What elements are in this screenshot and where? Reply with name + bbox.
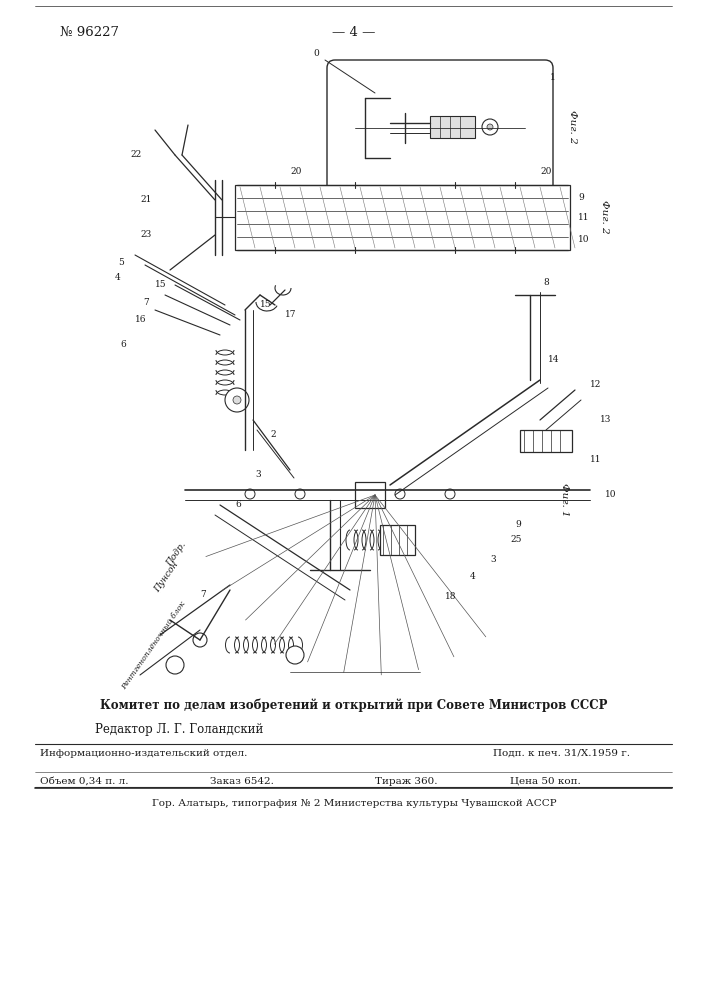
Text: 7: 7	[143, 298, 148, 307]
Text: 6: 6	[235, 500, 241, 509]
Circle shape	[225, 388, 249, 412]
Text: 1: 1	[550, 73, 556, 82]
Text: 9: 9	[578, 193, 584, 202]
Circle shape	[166, 656, 184, 674]
Text: 15: 15	[260, 300, 271, 309]
Text: 7: 7	[200, 590, 206, 599]
Circle shape	[395, 489, 405, 499]
Text: 25: 25	[510, 535, 522, 544]
Text: 4: 4	[115, 273, 121, 282]
Bar	[520, 430, 572, 452]
Text: Подп. к печ. 31/X.1959 г.: Подп. к печ. 31/X.1959 г.	[493, 748, 630, 758]
Bar	[430, 116, 475, 138]
Text: 4: 4	[470, 572, 476, 581]
Text: Фиг. 2: Фиг. 2	[568, 110, 578, 144]
Circle shape	[482, 119, 498, 135]
Text: Редактор Л. Г. Голандский: Редактор Л. Г. Голандский	[95, 724, 264, 736]
Text: 10: 10	[578, 235, 590, 244]
Text: Объем 0,34 п. л.: Объем 0,34 п. л.	[40, 776, 129, 786]
FancyBboxPatch shape	[327, 60, 553, 194]
Text: Фиг. 2: Фиг. 2	[600, 200, 609, 234]
Circle shape	[295, 489, 305, 499]
Text: 15: 15	[155, 280, 167, 289]
Text: 0: 0	[313, 49, 319, 58]
Text: 13: 13	[600, 415, 612, 424]
Text: 21: 21	[140, 195, 151, 204]
Text: Цена 50 коп.: Цена 50 коп.	[510, 776, 580, 786]
Text: № 96227: № 96227	[60, 25, 119, 38]
Text: — 4 —: — 4 —	[332, 25, 375, 38]
Text: Заказ 6542.: Заказ 6542.	[210, 776, 274, 786]
Text: Гор. Алатырь, типография № 2 Министерства культуры Чувашской АССР: Гор. Алатырь, типография № 2 Министерств…	[152, 798, 556, 808]
Text: 16: 16	[135, 315, 146, 324]
Circle shape	[286, 646, 304, 664]
Text: Подр.: Подр.	[165, 540, 188, 568]
Text: Комитет по делам изобретений и открытий при Совете Министров СССР: Комитет по делам изобретений и открытий …	[100, 698, 608, 712]
Text: 18: 18	[445, 592, 457, 601]
Text: 11: 11	[578, 213, 590, 222]
Text: 20: 20	[540, 167, 551, 176]
Text: 3: 3	[255, 470, 261, 479]
Text: Тираж 360.: Тираж 360.	[375, 776, 438, 786]
Text: 20: 20	[290, 167, 301, 176]
Circle shape	[487, 124, 493, 130]
Text: 9: 9	[515, 520, 521, 529]
Circle shape	[193, 633, 207, 647]
Text: 12: 12	[590, 380, 602, 389]
Text: 3: 3	[490, 555, 496, 564]
Text: Пунсон: Пунсон	[153, 560, 180, 594]
Text: 11: 11	[590, 455, 602, 464]
Text: 6: 6	[120, 340, 126, 349]
Text: 22: 22	[130, 150, 141, 159]
Text: 14: 14	[548, 355, 559, 364]
Text: 8: 8	[543, 278, 549, 287]
Text: 23: 23	[140, 230, 151, 239]
Text: 17: 17	[285, 310, 296, 319]
Text: Рентгеноплёночный блок: Рентгеноплёночный блок	[120, 600, 187, 691]
Text: 5: 5	[118, 258, 124, 267]
Text: 10: 10	[605, 490, 617, 499]
Bar	[235, 185, 570, 250]
Circle shape	[245, 489, 255, 499]
Bar	[380, 525, 415, 555]
Bar	[355, 482, 385, 508]
Circle shape	[445, 489, 455, 499]
Circle shape	[233, 396, 241, 404]
Text: Информационно-издательский отдел.: Информационно-издательский отдел.	[40, 748, 247, 758]
Text: Фиг. 1: Фиг. 1	[561, 483, 570, 517]
Text: 2: 2	[270, 430, 276, 439]
